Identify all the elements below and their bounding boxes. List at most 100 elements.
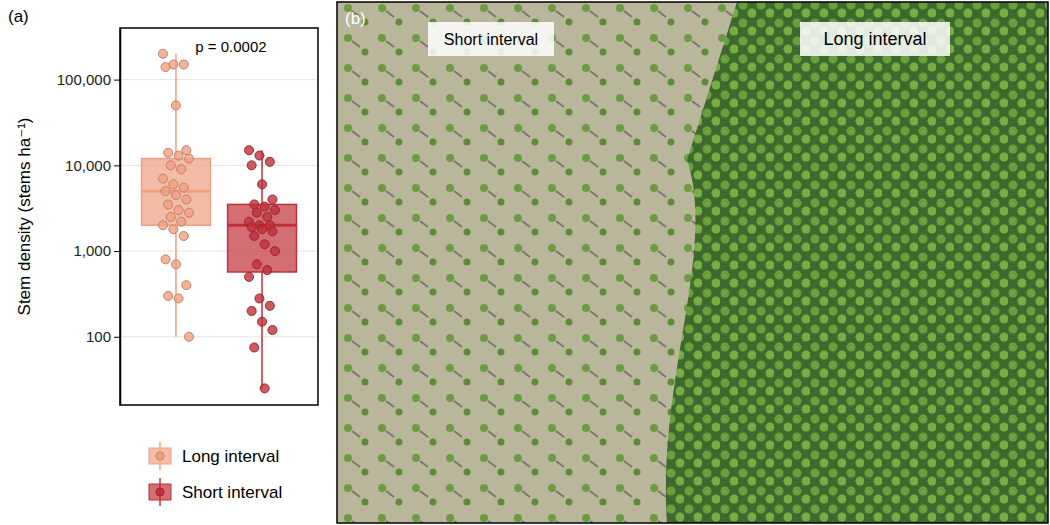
point [245, 146, 254, 155]
tick-label: 1,000 [73, 242, 111, 259]
point [169, 180, 178, 189]
point [171, 260, 180, 269]
point [164, 148, 173, 157]
point [174, 206, 183, 215]
point [184, 332, 193, 341]
point [255, 294, 264, 303]
point [174, 294, 183, 303]
point [263, 212, 272, 221]
tick: 100 [86, 328, 120, 345]
legend-point [156, 452, 164, 460]
point [182, 281, 191, 290]
point [260, 240, 269, 249]
photo: (b) Short interval Long interval [337, 2, 1048, 523]
panel-label: (a) [8, 7, 29, 26]
legend-label: Long interval [182, 447, 279, 466]
tick-label: 100 [86, 328, 111, 345]
point [265, 301, 274, 310]
legend-item: Short interval [149, 478, 282, 506]
legend-label: Short interval [182, 483, 282, 502]
legend: Long interval Short interval [149, 442, 282, 506]
point [271, 206, 280, 215]
point [164, 200, 173, 209]
point [177, 165, 186, 174]
series-group [142, 49, 211, 341]
point [258, 180, 267, 189]
tick-mark [114, 251, 120, 252]
point [179, 60, 188, 69]
legend-item: Long interval [149, 442, 279, 470]
point [258, 317, 267, 326]
grid-line [120, 79, 318, 80]
caption-box [428, 22, 554, 56]
point [268, 227, 277, 236]
plot-area [142, 49, 297, 393]
caption: Short interval [444, 31, 538, 48]
photo-left [337, 2, 1048, 523]
point [271, 247, 280, 256]
point [179, 183, 188, 192]
y-axis: 100 1,000 10,000 100,000 [57, 29, 121, 406]
tick: 100,000 [57, 71, 120, 88]
point [184, 154, 193, 163]
series-group [228, 146, 297, 393]
point [252, 208, 261, 217]
grid-line [120, 336, 318, 337]
whisker-low [261, 272, 263, 388]
y-axis-title: Stem density (stems ha⁻¹) [15, 118, 34, 316]
whisker-low [175, 225, 177, 337]
point [177, 217, 186, 226]
figure: (a) 100 1,000 10,000 100,000 Stem density (st… [0, 0, 1050, 525]
point [166, 161, 175, 170]
tick-label: 100,000 [57, 71, 111, 88]
panel-label: (b) [345, 9, 366, 28]
point [255, 151, 264, 160]
point [247, 223, 256, 232]
point [166, 212, 175, 221]
point [161, 255, 170, 264]
point [174, 151, 183, 160]
point [263, 266, 272, 275]
tick-label: 10,000 [65, 157, 111, 174]
point [258, 225, 267, 234]
photo-right [666, 2, 1048, 523]
grid [120, 80, 318, 337]
point [182, 146, 191, 155]
point [179, 231, 188, 240]
legend-box [149, 448, 171, 464]
tick-mark [114, 80, 120, 81]
point [247, 306, 256, 315]
point [182, 195, 191, 204]
box [228, 204, 297, 272]
point [265, 157, 274, 166]
axis-line [120, 29, 122, 406]
tick: 1,000 [73, 242, 120, 259]
point [250, 231, 259, 240]
box [142, 159, 211, 226]
point [184, 208, 193, 217]
caption: Long interval [823, 29, 926, 49]
point [250, 343, 259, 352]
point [158, 49, 167, 58]
caption-box [800, 22, 950, 56]
tick-mark [114, 165, 120, 166]
point [171, 191, 180, 200]
point [268, 325, 277, 334]
point [252, 260, 261, 269]
point [250, 200, 259, 209]
point [158, 174, 167, 183]
point [171, 101, 180, 110]
point [169, 225, 178, 234]
photo-frame [337, 2, 1048, 523]
point [260, 202, 269, 211]
legend-box [149, 484, 171, 500]
annotation: p = 0.0002 [195, 38, 266, 55]
point [164, 291, 173, 300]
point [245, 272, 254, 281]
point [247, 161, 256, 170]
tick: 10,000 [65, 157, 120, 174]
legend-point [156, 488, 164, 496]
point [161, 187, 170, 196]
point [260, 384, 269, 393]
point [161, 63, 170, 72]
